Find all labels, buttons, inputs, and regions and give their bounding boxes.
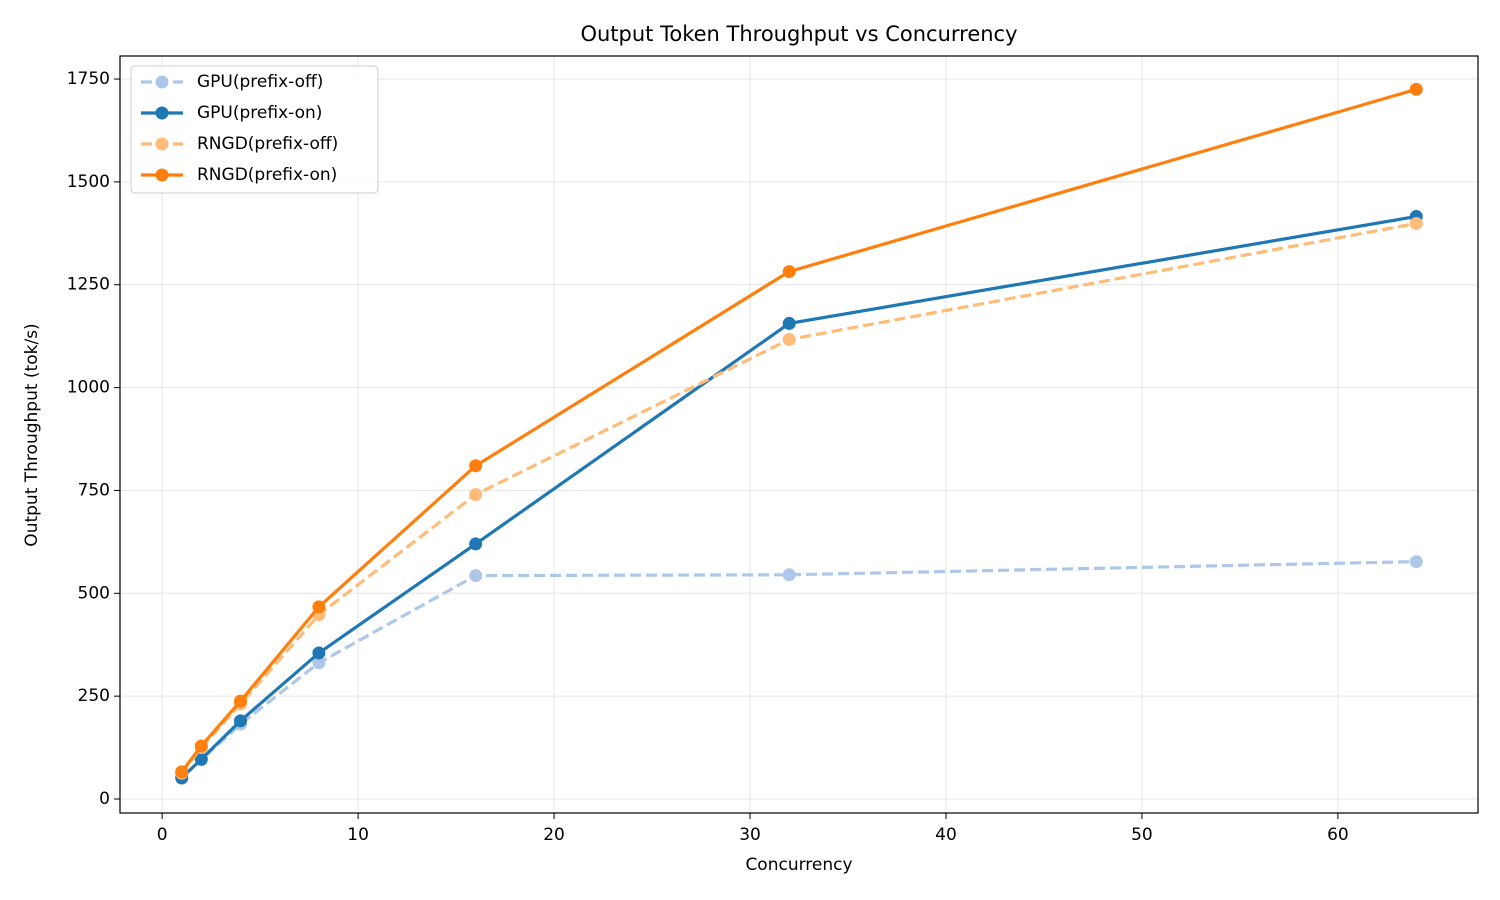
x-tick-label: 30 — [739, 825, 761, 845]
x-tick-label: 20 — [543, 825, 565, 845]
point — [782, 332, 796, 346]
point — [234, 714, 248, 728]
y-tick-label: 1500 — [67, 172, 110, 192]
legend-marker — [155, 106, 169, 120]
y-tick-label: 750 — [78, 480, 110, 500]
point — [1409, 82, 1423, 96]
y-tick-label: 0 — [99, 789, 110, 809]
y-tick-label: 250 — [78, 686, 110, 706]
point — [1409, 216, 1423, 230]
point — [194, 752, 208, 766]
point — [469, 537, 483, 551]
x-tick-label: 10 — [347, 825, 369, 845]
chart-title: Output Token Throughput vs Concurrency — [580, 22, 1017, 46]
y-tick-label: 1250 — [67, 275, 110, 295]
x-axis-label: Concurrency — [745, 855, 852, 875]
x-tick-label: 0 — [157, 825, 168, 845]
point — [469, 569, 483, 583]
point — [469, 488, 483, 502]
point — [782, 265, 796, 279]
legend: GPU(prefix-off) GPU(prefix-on) RNGD(prefix… — [130, 65, 379, 194]
point — [194, 739, 208, 753]
point — [782, 568, 796, 582]
point — [312, 656, 326, 670]
legend-box — [130, 65, 379, 194]
point — [1409, 555, 1423, 569]
legend-marker — [155, 75, 169, 89]
x-tick-label: 40 — [935, 825, 957, 845]
point — [312, 646, 326, 660]
legend-label: GPU(prefix-off) — [197, 72, 323, 92]
x-tick-label: 60 — [1327, 825, 1349, 845]
legend-label: RNGD(prefix-on) — [197, 165, 337, 185]
point — [175, 765, 189, 779]
x-tick-label: 50 — [1131, 825, 1153, 845]
legend-label: GPU(prefix-on) — [197, 103, 322, 123]
point — [469, 459, 483, 473]
point — [782, 316, 796, 330]
point — [234, 694, 248, 708]
plot-frame — [119, 55, 1479, 814]
point — [312, 600, 326, 614]
legend-label: RNGD(prefix-off) — [197, 134, 338, 154]
legend-marker — [155, 137, 169, 151]
y-tick-label: 500 — [78, 583, 110, 603]
y-axis-label: Output Throughput (tok/s) — [22, 323, 42, 546]
y-tick-label: 1750 — [67, 69, 110, 89]
legend-marker — [155, 168, 169, 182]
y-tick-label: 1000 — [67, 378, 110, 398]
